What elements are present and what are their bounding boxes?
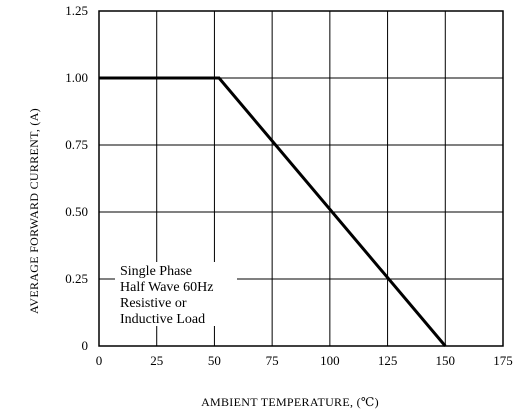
y-tick-label: 0.75 bbox=[65, 137, 88, 152]
x-tick-labels: 0 25 50 75 100 125 150 175 bbox=[96, 353, 513, 368]
annotation-backdrop bbox=[115, 262, 237, 326]
annotation-line-2: Half Wave 60Hz bbox=[120, 280, 213, 295]
x-tick-label: 100 bbox=[320, 353, 340, 368]
series-lines bbox=[99, 76, 447, 347]
y-tick-label: 1.25 bbox=[65, 3, 88, 18]
y-tick-label: 0.50 bbox=[65, 204, 88, 219]
y-axis-label: AVERAGE FORWARD CURRENT, (A) bbox=[27, 108, 41, 314]
x-tick-label: 175 bbox=[493, 353, 513, 368]
x-tick-label: 75 bbox=[266, 353, 279, 368]
annotation-line-3: Resistive or bbox=[120, 296, 187, 311]
x-tick-label: 125 bbox=[378, 353, 398, 368]
x-tick-label: 150 bbox=[436, 353, 456, 368]
x-tick-label: 25 bbox=[150, 353, 163, 368]
y-tick-label: 0 bbox=[82, 338, 89, 353]
annotation-line-4: Inductive Load bbox=[120, 312, 205, 327]
x-axis-label: AMBIENT TEMPERATURE, (℃) bbox=[201, 395, 379, 409]
derating-curve bbox=[99, 76, 447, 347]
plot-frame bbox=[98, 10, 504, 347]
y-tick-label: 0.25 bbox=[65, 271, 88, 286]
y-tick-labels: 0 0.25 0.50 0.75 1.00 1.25 bbox=[65, 3, 88, 353]
y-tick-label: 1.00 bbox=[65, 70, 88, 85]
x-tick-label: 50 bbox=[208, 353, 221, 368]
annotation-line-1: Single Phase bbox=[120, 264, 192, 279]
x-tick-label: 0 bbox=[96, 353, 103, 368]
